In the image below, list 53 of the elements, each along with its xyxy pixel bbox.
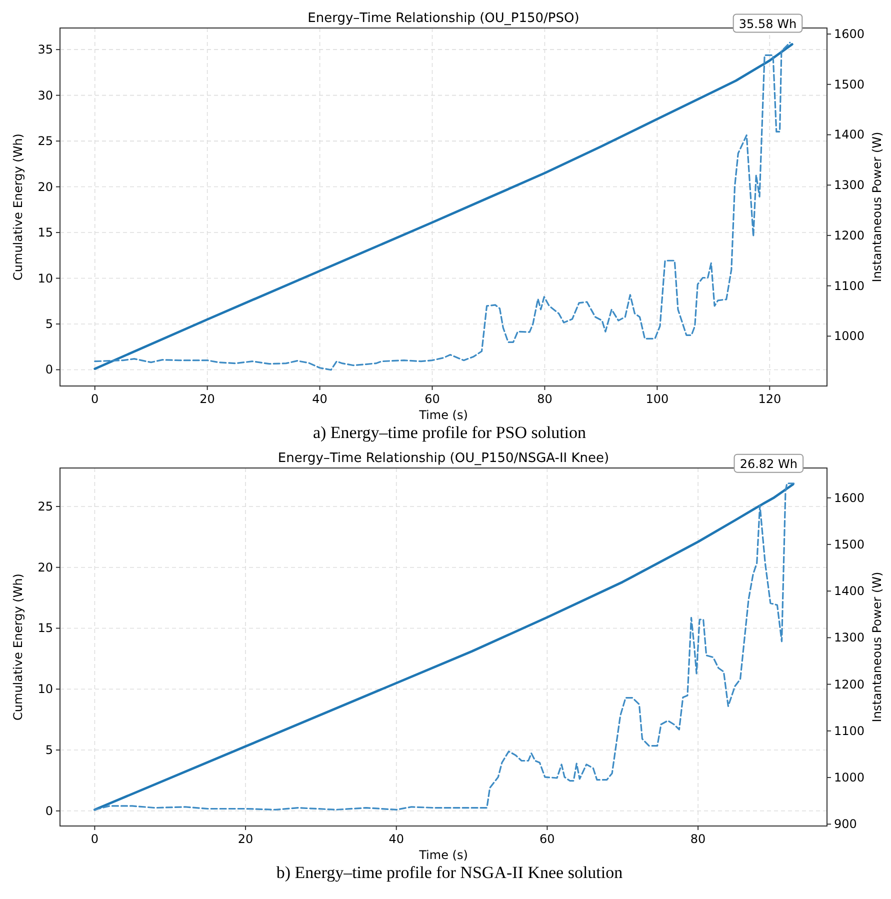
y-tick-label: 10: [38, 682, 53, 696]
y2-tick-label: 1600: [834, 27, 865, 42]
y2-axis-title: Instantaneous Power (W): [870, 572, 884, 722]
y-tick-label: 15: [38, 621, 53, 636]
x-tick-label: 60: [540, 832, 555, 846]
y2-tick-label: 1200: [834, 228, 865, 242]
y-tick-label: 30: [38, 88, 53, 102]
x-tick-label: 0: [90, 832, 99, 846]
y-axis-title: Cumulative Energy (Wh): [11, 134, 25, 280]
chart-title: Energy–Time Relationship (OU_P150/PSO): [308, 11, 580, 26]
text: a) Energy–time profile for PSO solution: [312, 423, 587, 442]
y2-tick-label: 900: [834, 817, 857, 832]
y2-tick-label: 1300: [834, 178, 865, 192]
y2-tick-label: 1600: [834, 490, 865, 505]
x-tick-label: 120: [758, 392, 782, 406]
y2-tick-label: 1300: [834, 630, 865, 645]
x-tick-label: 20: [238, 832, 254, 846]
y2-tick-label: 1000: [834, 770, 865, 785]
y-tick-label: 5: [45, 316, 53, 331]
y2-tick-label: 1000: [834, 329, 865, 344]
x-tick-label: 40: [312, 392, 328, 406]
y2-tick-label: 1500: [834, 537, 865, 552]
y-tick-label: 20: [38, 560, 53, 574]
chart-title: Energy–Time Relationship (OU_P150/NSGA-II Knee): [278, 451, 610, 466]
x-tick-label: 40: [388, 832, 404, 846]
x-tick-label: 100: [646, 392, 669, 406]
y2-axis-title: Instantaneous Power (W): [870, 132, 884, 282]
y2-tick-label: 1400: [834, 128, 865, 142]
y2-tick-label: 1400: [834, 584, 865, 598]
text: b) Energy–time profile for NSGA-II Knee solution: [276, 863, 624, 882]
x-tick-label: 80: [690, 832, 706, 846]
annotation: 35.58 Wh: [738, 16, 797, 31]
x-axis-title: Time (s): [418, 408, 468, 422]
x-tick-label: 80: [537, 392, 552, 406]
y-axis-title: Cumulative Energy (Wh): [11, 574, 25, 720]
x-tick-label: 20: [200, 392, 215, 406]
x-tick-label: 0: [91, 392, 99, 406]
y2-tick-label: 1200: [834, 677, 865, 692]
y2-tick-label: 1100: [834, 724, 865, 738]
y-tick-label: 25: [38, 499, 53, 514]
y-tick-label: 0: [45, 804, 53, 818]
y-tick-label: 5: [45, 743, 53, 758]
y2-tick-label: 1100: [834, 278, 865, 293]
y-tick-label: 20: [38, 180, 53, 194]
y-tick-label: 10: [38, 271, 53, 286]
x-axis-title: Time (s): [418, 848, 468, 862]
x-tick-label: 60: [424, 392, 440, 406]
y-tick-label: 35: [38, 42, 53, 57]
y-tick-label: 0: [45, 362, 53, 377]
annotation: 26.82 Wh: [740, 456, 798, 471]
y-tick-label: 25: [38, 134, 53, 148]
y-tick-label: 15: [38, 226, 53, 240]
y2-tick-label: 1500: [834, 77, 865, 92]
